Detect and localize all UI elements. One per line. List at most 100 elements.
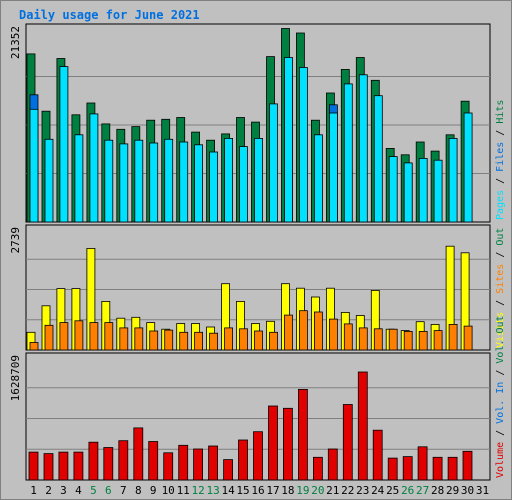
x-tick-label-day-1: 1	[30, 484, 37, 497]
bar-sites-day-24	[373, 328, 383, 351]
bar-sites-day-9	[149, 330, 159, 351]
panel-volume: 1628709 Volume / Vol. In / Vol. Out	[9, 315, 506, 481]
bar-volume-day-16	[253, 431, 263, 481]
bar-volume-day-18	[282, 407, 293, 481]
x-tick-label-day-23: 23	[356, 484, 369, 497]
bar-volume-day-7	[118, 440, 129, 481]
legend-volume: Volume	[495, 442, 506, 478]
bar-volume-day-9	[148, 441, 159, 481]
legend-files: Files	[495, 142, 506, 172]
bar-sites-day-11	[179, 331, 189, 351]
series-sites	[29, 310, 473, 351]
y-tick-label: 21352	[9, 26, 22, 59]
bar-sites-day-26	[403, 330, 413, 351]
panel-side-legend: Pages / Files / Hits	[495, 100, 506, 220]
x-tick-label-day-3: 3	[60, 484, 67, 497]
x-tick-label-day-30: 30	[461, 484, 474, 497]
bar-volume-day-1	[28, 451, 39, 481]
bar-sites-day-1	[29, 342, 39, 351]
bar-pages-day-3	[59, 66, 69, 223]
bar-volume-day-4	[73, 451, 84, 481]
bar-sites-day-27	[418, 330, 428, 351]
x-tick-label-day-18: 18	[281, 484, 294, 497]
bar-pages-day-27	[418, 157, 428, 223]
bar-pages-day-11	[179, 141, 189, 223]
bar-pages-day-17	[269, 103, 278, 223]
bar-pages-day-21	[328, 112, 338, 223]
x-tick-label-day-22: 22	[341, 484, 354, 497]
bar-volume-day-17	[268, 405, 278, 481]
x-tick-label-day-4: 4	[75, 484, 82, 497]
x-tick-label-day-10: 10	[162, 484, 175, 497]
x-tick-label-day-8: 8	[135, 484, 142, 497]
bar-sites-day-10	[164, 329, 174, 351]
bar-sites-day-6	[104, 322, 114, 351]
x-tick-label-day-21: 21	[326, 484, 339, 497]
bar-volume-day-3	[58, 451, 69, 481]
bar-volume-day-6	[103, 447, 114, 481]
bar-pages-day-14	[224, 137, 234, 223]
bar-volume-day-5	[88, 441, 99, 481]
bar-sites-day-19	[298, 310, 308, 351]
bar-volume-day-20	[312, 456, 323, 481]
bar-volume-day-8	[133, 427, 144, 481]
bar-volume-day-23	[357, 371, 368, 481]
bar-volume-day-24	[372, 429, 383, 481]
bar-volume-day-2	[43, 453, 54, 481]
bar-sites-day-14	[224, 327, 234, 351]
bar-sites-day-28	[433, 330, 443, 351]
bar-volume-day-25	[387, 457, 398, 481]
x-tick-label-day-7: 7	[120, 484, 127, 497]
bar-sites-day-17	[269, 331, 278, 351]
x-tick-label-day-27: 27	[416, 484, 429, 497]
x-tick-label-day-2: 2	[45, 484, 52, 497]
bar-pages-day-25	[388, 156, 398, 223]
bar-sites-day-2	[44, 324, 54, 351]
bar-pages-day-6	[104, 139, 114, 223]
legend-visits: Visits	[495, 312, 506, 348]
bar-pages-day-8	[134, 139, 144, 223]
bar-pages-day-10	[164, 138, 174, 223]
bar-volume-day-19	[297, 388, 308, 481]
bar-sites-day-23	[358, 327, 368, 351]
legend-vol-out: Vol. Out	[495, 315, 506, 363]
x-tick-label-day-5: 5	[90, 484, 97, 497]
x-tick-label-day-26: 26	[401, 484, 414, 497]
bar-pages-day-9	[149, 142, 159, 223]
x-tick-label-day-15: 15	[236, 484, 249, 497]
bar-pages-day-30	[463, 112, 473, 223]
bar-sites-day-21	[328, 318, 338, 351]
bar-pages-day-2	[44, 138, 54, 223]
panel-side-legend: Volume / Vol. In / Vol. Out	[495, 315, 506, 478]
y-tick-label: 2739	[9, 227, 22, 254]
chart-title: Daily usage for June 2021	[19, 8, 200, 22]
x-tick-label-day-31: 31	[476, 484, 489, 497]
panel-side-legend: Visits / Sites / Out	[495, 228, 506, 348]
bar-sites-day-29	[448, 323, 458, 351]
bar-sites-day-4	[74, 320, 84, 351]
bar-pages-day-1	[29, 108, 39, 223]
bar-volume-day-15	[238, 439, 248, 481]
bar-sites-day-16	[254, 330, 263, 351]
x-tick-label-day-6: 6	[105, 484, 112, 497]
bar-sites-day-20	[313, 311, 323, 351]
series-volume	[28, 371, 473, 481]
bar-pages-day-22	[343, 83, 353, 223]
bar-pages-day-4	[74, 134, 84, 223]
bar-sites-day-5	[89, 322, 99, 351]
bar-pages-day-29	[448, 137, 458, 223]
x-tick-label-day-29: 29	[446, 484, 459, 497]
panel-visits-sites: 2739 Visits / Sites / Out	[9, 224, 506, 351]
x-tick-label-day-17: 17	[266, 484, 279, 497]
bar-volume-day-13	[208, 445, 219, 481]
bar-volume-day-21	[327, 448, 338, 481]
legend-vol-in: Vol. In	[495, 382, 506, 424]
bar-pages-day-26	[403, 162, 413, 223]
bar-volume-day-22	[342, 404, 353, 481]
bar-pages-day-15	[239, 146, 248, 223]
x-tick-label-day-11: 11	[177, 484, 190, 497]
y-tick-label: 1628709	[9, 355, 22, 401]
bar-pages-day-18	[284, 57, 293, 223]
bar-pages-day-12	[194, 144, 204, 223]
